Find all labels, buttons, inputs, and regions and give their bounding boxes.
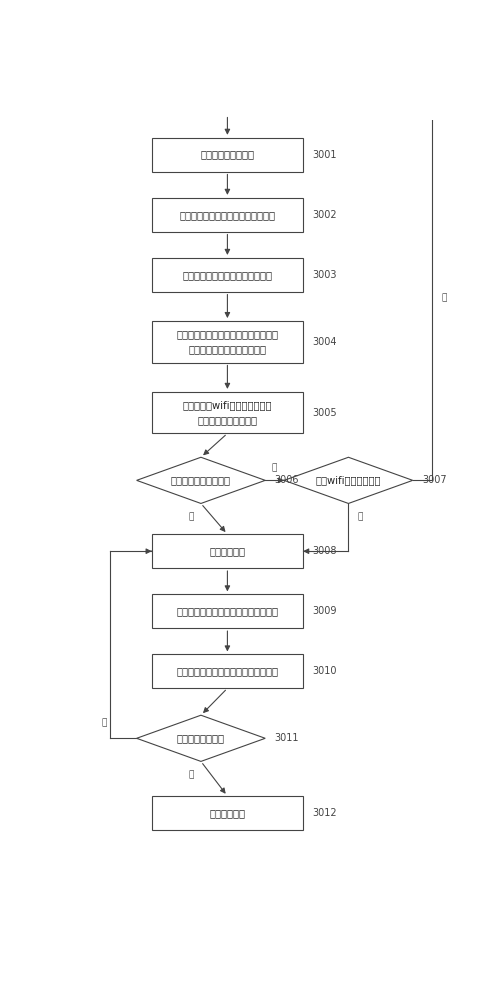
Text: 3006: 3006 (275, 475, 299, 485)
Text: 服务器发送解绑信息至多个已配网设备: 服务器发送解绑信息至多个已配网设备 (176, 666, 279, 676)
Text: 3010: 3010 (312, 666, 337, 676)
FancyBboxPatch shape (152, 198, 303, 232)
Text: 配对信息至待配网设备: 配对信息至待配网设备 (198, 415, 257, 425)
Text: 用户选取多个待配网设备进行网络解绑: 用户选取多个待配网设备进行网络解绑 (176, 606, 279, 616)
Text: 3004: 3004 (312, 337, 337, 347)
FancyBboxPatch shape (152, 654, 303, 688)
Polygon shape (137, 715, 265, 761)
Text: 3011: 3011 (275, 733, 299, 743)
Text: 判断wifi配网是否成功: 判断wifi配网是否成功 (316, 475, 381, 485)
Text: 判断蓝牙配网是否成功: 判断蓝牙配网是否成功 (171, 475, 231, 485)
FancyBboxPatch shape (152, 321, 303, 363)
Text: 是: 是 (189, 513, 194, 522)
FancyBboxPatch shape (152, 138, 303, 172)
FancyBboxPatch shape (152, 392, 303, 433)
Text: 服务器发送wifi账号密码和蓝牙: 服务器发送wifi账号密码和蓝牙 (183, 400, 272, 410)
Text: 3008: 3008 (312, 546, 337, 556)
FancyBboxPatch shape (152, 534, 303, 568)
Text: 3012: 3012 (312, 808, 337, 818)
Text: 应用软件检测待配网设备的设备热点: 应用软件检测待配网设备的设备热点 (180, 210, 275, 220)
Text: 应用软件将待配网设备的设备信息，通: 应用软件将待配网设备的设备信息，通 (176, 329, 279, 339)
Text: 3002: 3002 (312, 210, 337, 220)
Text: 3003: 3003 (312, 270, 337, 280)
Polygon shape (284, 457, 413, 503)
Text: 是: 是 (358, 513, 363, 522)
Text: 否: 否 (102, 718, 107, 727)
Text: 待配网设备进行复位: 待配网设备进行复位 (201, 150, 254, 160)
Text: 是: 是 (189, 771, 194, 780)
Text: 删除设备信息: 删除设备信息 (209, 808, 245, 818)
Text: 否: 否 (441, 293, 447, 302)
Text: 显示设备在线: 显示设备在线 (209, 546, 245, 556)
Text: 过多个网络通道发送至服务器: 过多个网络通道发送至服务器 (188, 344, 266, 354)
Text: 3005: 3005 (312, 408, 337, 418)
Text: 否: 否 (272, 464, 277, 473)
Polygon shape (137, 457, 265, 503)
Text: 判断解绑是否成功: 判断解绑是否成功 (177, 733, 225, 743)
Text: 3009: 3009 (312, 606, 337, 616)
Text: 3007: 3007 (422, 475, 447, 485)
Text: 用户选取多个待配网设备进行配网: 用户选取多个待配网设备进行配网 (183, 270, 272, 280)
FancyBboxPatch shape (152, 594, 303, 628)
FancyBboxPatch shape (152, 258, 303, 292)
FancyBboxPatch shape (152, 796, 303, 830)
Text: 3001: 3001 (312, 150, 337, 160)
